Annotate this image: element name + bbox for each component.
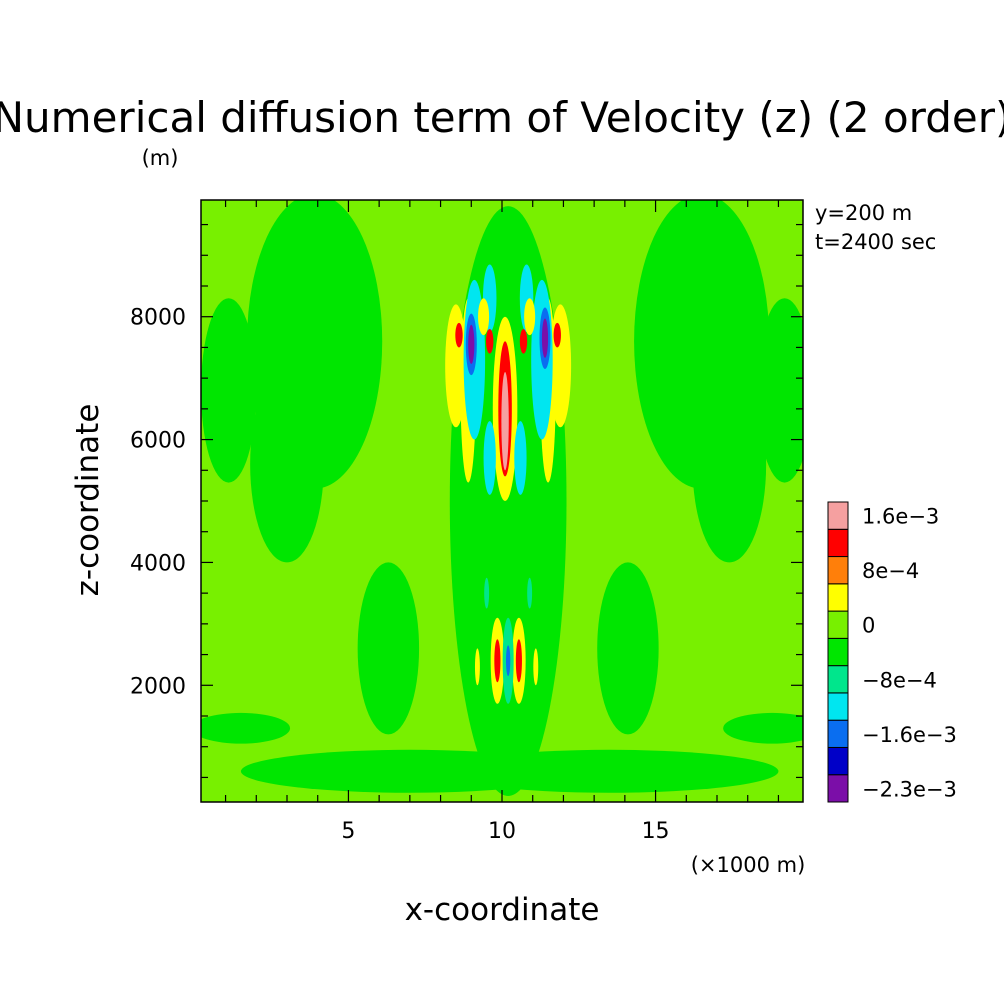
- colorbar-swatch: [827, 583, 849, 612]
- field-blob: [501, 372, 509, 471]
- colorbar-swatch: [827, 746, 849, 776]
- axis-ticks: 5 10 15 2000 4000 6000 8000: [130, 200, 803, 844]
- field-blob: [505, 645, 511, 677]
- colorbar-swatch: [827, 501, 849, 530]
- x-tick-label: 10: [488, 819, 516, 844]
- x-axis-unit: (×1000 m): [691, 853, 806, 877]
- field-blob: [474, 648, 480, 686]
- colorbar-swatch: [827, 719, 849, 748]
- colorbar-swatch: [827, 528, 849, 558]
- field-lobe: [201, 712, 291, 744]
- field-blob: [524, 298, 536, 336]
- colorbar-swatch: [827, 610, 849, 639]
- y-axis-label: z-coordinate: [70, 404, 106, 597]
- field-lobe: [692, 365, 767, 563]
- colorbar-label: 8e−4: [862, 559, 919, 583]
- colorbar-swatch: [827, 665, 849, 694]
- field-lobe: [756, 298, 803, 483]
- colorbar-swatch: [827, 556, 849, 585]
- chart-title: Numerical diffusion term of Velocity (z)…: [0, 93, 1004, 142]
- y-tick-label: 4000: [130, 551, 186, 576]
- x-axis-label: x-coordinate: [405, 892, 600, 928]
- colorbar-swatch: [827, 637, 849, 667]
- field-lobe: [357, 562, 420, 735]
- y-tick-label: 2000: [130, 674, 186, 699]
- colorbar-label: −8e−4: [862, 668, 937, 692]
- field-lobe: [597, 562, 659, 735]
- colorbar-label: −1.6e−3: [862, 723, 957, 747]
- field-blob: [527, 577, 533, 609]
- y-tick-label: 6000: [130, 429, 186, 454]
- field-blob: [455, 322, 463, 348]
- field-blob: [478, 298, 490, 336]
- field-blob: [468, 324, 475, 365]
- field-blob: [483, 421, 496, 495]
- field-lobe: [250, 365, 324, 563]
- colorbar-swatch: [827, 774, 849, 803]
- colorbar-label: 1.6e−3: [862, 505, 939, 529]
- contour-field: [201, 200, 803, 802]
- x-tick-label: 15: [642, 819, 670, 844]
- field-blob: [541, 318, 549, 358]
- y-tick-label: 8000: [130, 306, 186, 331]
- field-blob: [533, 648, 539, 686]
- field-blob: [519, 329, 528, 354]
- x-tick-label: 5: [341, 819, 355, 844]
- info-line-y: y=200 m: [815, 201, 912, 225]
- field-blob: [515, 639, 522, 683]
- field-lobe: [201, 298, 257, 483]
- field-blob: [494, 639, 501, 683]
- colorbar-label: 0: [862, 614, 875, 638]
- field-blob: [484, 577, 490, 609]
- field-blob: [514, 421, 527, 495]
- field-blob: [553, 322, 561, 348]
- field-blob: [486, 329, 494, 354]
- field-lobe: [723, 712, 803, 744]
- colorbar-swatch: [827, 692, 849, 721]
- info-line-t: t=2400 sec: [815, 230, 936, 254]
- y-axis-unit: (m): [142, 146, 179, 170]
- colorbar: −2.3e−3 −1.6e−3 −8e−4 0 8e−4 1.6e−3: [827, 501, 957, 803]
- colorbar-label: −2.3e−3: [862, 777, 957, 801]
